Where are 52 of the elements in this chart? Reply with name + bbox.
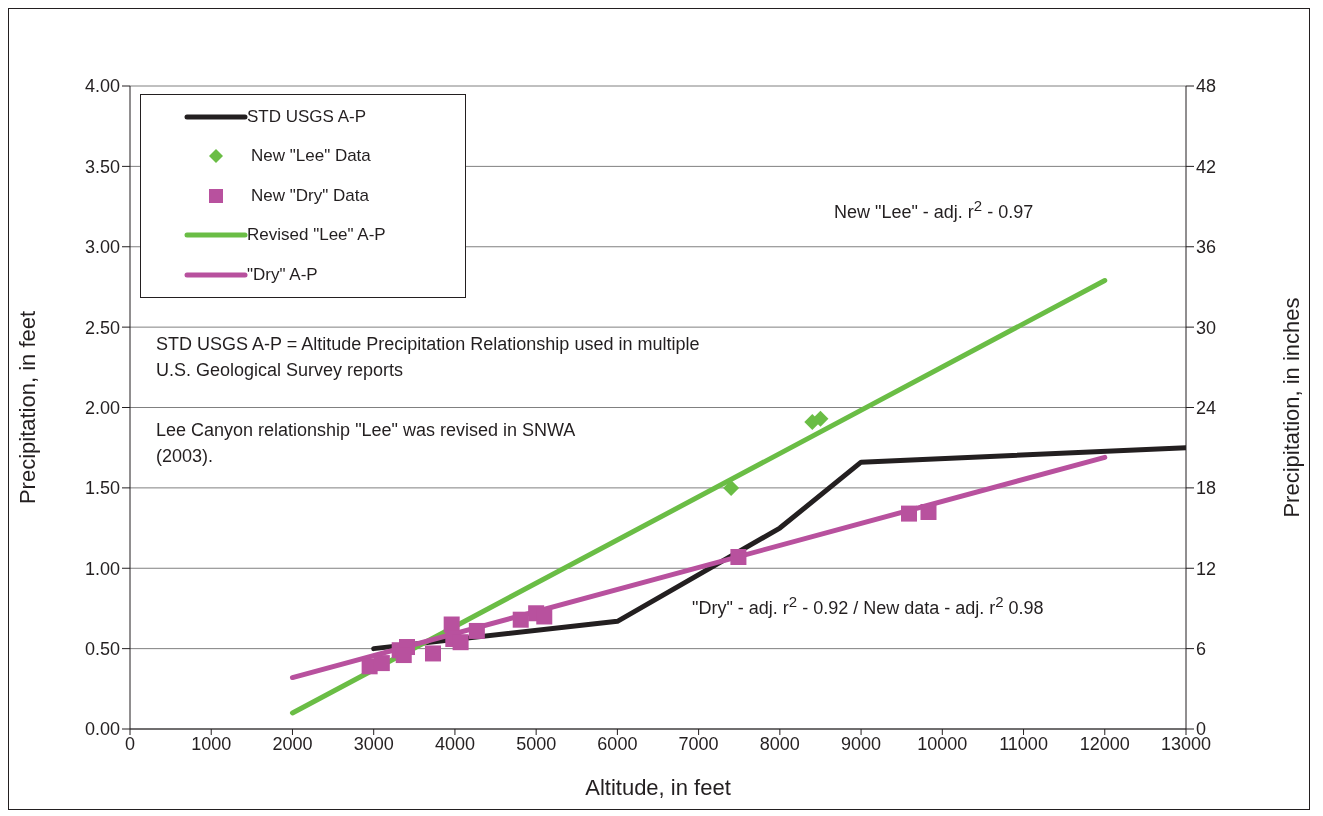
y-tick-label: 1.50 (84, 478, 120, 499)
x-tick-label: 8000 (759, 733, 800, 754)
y2-tick-label: 18 (1196, 478, 1217, 499)
point (812, 410, 829, 427)
y2-tick-label: 12 (1196, 558, 1217, 579)
y-tick-label: 4.00 (84, 76, 120, 97)
x-tick-label: 5000 (516, 733, 557, 754)
x-tick-label: 10000 (917, 733, 968, 754)
point (536, 608, 553, 625)
annotation: New "Lee" - adj. r$^{2}$ - 0.97 (834, 196, 1035, 224)
x-tick-label: 2000 (272, 733, 313, 754)
legend-label: "Dry" A-P (247, 264, 318, 285)
x-tick-label: 6000 (597, 733, 638, 754)
y-tick-label: 3.50 (84, 156, 120, 177)
y-tick-label: 0.00 (84, 719, 120, 740)
x-tick-label: 3000 (353, 733, 394, 754)
y-tick-label: 0.50 (84, 639, 120, 660)
legend-label: Revised "Lee" A-P (247, 225, 386, 246)
point (723, 479, 740, 496)
y2-tick-label: 24 (1196, 397, 1217, 418)
y-tick-label: 3.00 (84, 237, 120, 258)
point (424, 645, 441, 662)
y-axis-title: Precipitation, in feet (14, 310, 40, 505)
y2-tick-label: 6 (1196, 639, 1207, 660)
annotation: STD USGS A-P = Altitude Precipitation Relationship used in multiple U.S. Geological Survey reports (156, 333, 701, 382)
y-tick-label: 2.50 (84, 317, 120, 338)
y2-tick-label: 30 (1196, 317, 1217, 338)
point (901, 505, 917, 522)
x-tick-label: 11000 (999, 733, 1048, 754)
y-tick-label: 1.00 (84, 558, 120, 579)
point (512, 611, 529, 628)
legend-label: New "Lee" Data (251, 146, 371, 167)
x-tick-label: 7000 (678, 733, 719, 754)
x-tick-label: 1000 (191, 733, 232, 754)
x-axis-title: Altitude, in feet (585, 775, 731, 800)
legend-label: STD USGS A-P (247, 106, 367, 127)
y2-tick-label: 48 (1196, 76, 1217, 97)
x-tick-label: 4000 (434, 733, 475, 754)
annotation: Lee Canyon relationship "Lee" was revised in SNWA (2003). (156, 419, 576, 468)
y2-tick-label: 36 (1196, 237, 1217, 258)
annotation: "Dry" - adj. r$^{2}$ - 0.92 / New data - adj. r$^{2}$ 0.98 (692, 592, 1045, 620)
point (373, 655, 390, 672)
y2-axis-title: Precipitation, in inches (1278, 297, 1304, 518)
point (730, 549, 747, 565)
legend-label: New "Dry" Data (251, 185, 369, 206)
y2-tick-label: 42 (1196, 156, 1217, 177)
point (920, 503, 937, 520)
x-tick-label: 0 (124, 733, 136, 754)
point (468, 622, 485, 639)
x-tick-label: 9000 (841, 733, 882, 754)
y-tick-label: 2.00 (84, 397, 120, 418)
x-tick-label: 12000 (1079, 733, 1130, 754)
